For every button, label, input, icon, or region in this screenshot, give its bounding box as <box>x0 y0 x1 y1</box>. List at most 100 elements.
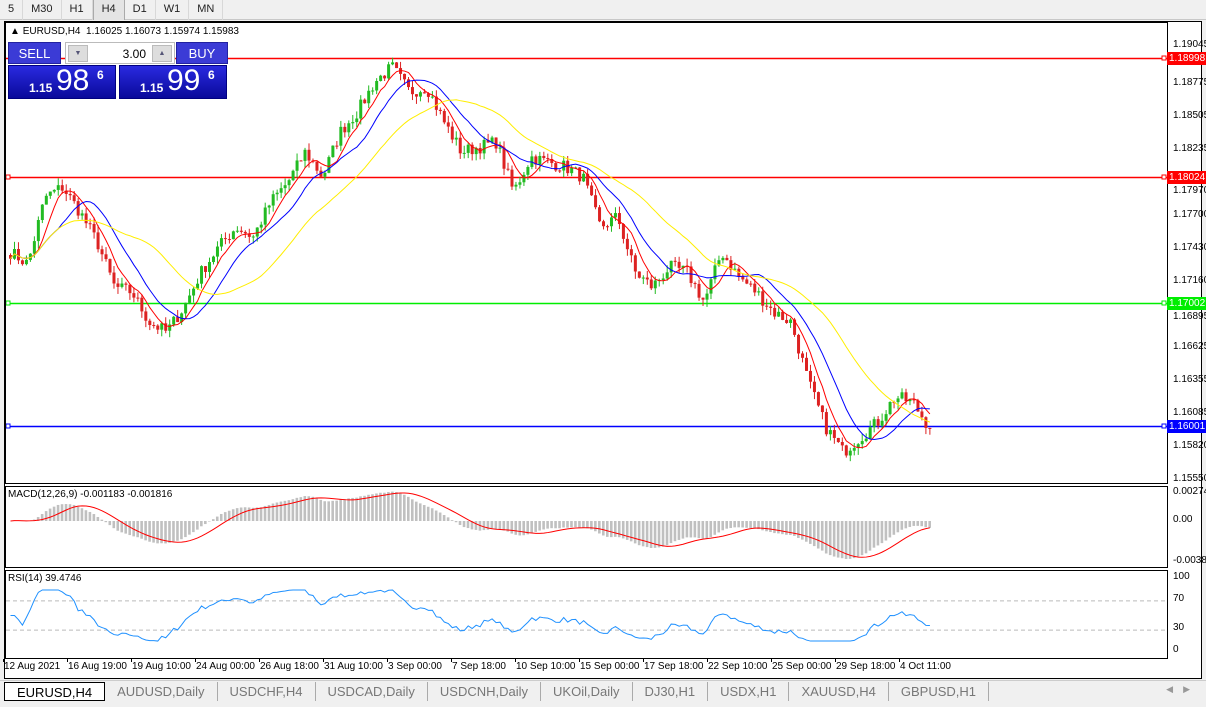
macd-histogram-bar <box>172 521 175 542</box>
chart-window: ▲ EURUSD,H4 1.16025 1.16073 1.15974 1.15… <box>3 21 1206 679</box>
candle-body <box>430 96 434 98</box>
tab-ukoil-daily[interactable]: UKOil,Daily <box>541 682 633 701</box>
candle-body <box>371 90 375 92</box>
macd-histogram-bar <box>868 521 872 551</box>
macd-histogram-bar <box>438 512 442 521</box>
tab-dj30-h1[interactable]: DJ30,H1 <box>633 682 709 701</box>
macd-histogram-bar <box>781 521 784 535</box>
candle-body <box>765 305 769 307</box>
candle-body <box>820 405 824 413</box>
timeframe-h1[interactable]: H1 <box>62 0 93 20</box>
candle-body <box>128 284 132 294</box>
candle-body <box>836 437 840 443</box>
candle-body <box>808 370 812 382</box>
macd-histogram-bar <box>196 521 199 530</box>
sell-button[interactable]: SELL <box>8 42 61 64</box>
candle-body <box>629 249 633 256</box>
timeframe-toolbar: 5 M30 H1 H4 D1 W1 MN <box>0 0 1206 20</box>
macd-histogram-bar <box>76 506 80 521</box>
macd-histogram-bar <box>677 521 681 540</box>
candle-body <box>725 257 729 261</box>
chart-header: ▲ EURUSD,H4 1.16025 1.16073 1.15974 1.15… <box>10 26 239 37</box>
macd-histogram-bar <box>574 521 577 528</box>
macd-histogram-bar <box>808 521 812 544</box>
macd-histogram-bar <box>243 507 247 521</box>
candle-body <box>414 94 418 97</box>
candle-body <box>438 109 442 111</box>
candle-body <box>132 293 136 298</box>
macd-histogram-bar <box>192 521 195 533</box>
timeframe-mn[interactable]: MN <box>189 0 224 20</box>
rsi-pane[interactable]: RSI(14) 39.4746 <box>5 570 1168 659</box>
timeframe-d1[interactable]: D1 <box>125 0 156 20</box>
candle-body <box>140 297 144 312</box>
macd-histogram-bar <box>816 521 820 549</box>
candle-body <box>761 291 765 306</box>
lot-value[interactable]: 3.00 <box>122 47 146 61</box>
macd-histogram-bar <box>291 499 295 521</box>
lot-size-field[interactable]: ▼ 3.00 ▲ <box>65 42 175 64</box>
macd-histogram-bar <box>339 499 342 521</box>
tab-usdcnh-daily[interactable]: USDCNH,Daily <box>428 682 542 701</box>
lot-increase-button[interactable]: ▲ <box>152 45 172 62</box>
timeframe-5[interactable]: 5 <box>0 0 24 20</box>
candle-body <box>407 79 410 88</box>
candle-body <box>144 311 148 321</box>
macd-histogram-bar <box>164 521 167 544</box>
candle-body <box>160 323 164 330</box>
timeframe-m30[interactable]: M30 <box>23 0 62 20</box>
lot-decrease-button[interactable]: ▼ <box>68 45 88 62</box>
price-pane[interactable]: ▲ EURUSD,H4 1.16025 1.16073 1.15974 1.15… <box>5 22 1168 484</box>
candle-body <box>72 195 76 202</box>
tab-scroll-arrows[interactable]: ◀▶ <box>1166 684 1200 694</box>
tab-audusd-daily[interactable]: AUDUSD,Daily <box>105 682 218 701</box>
tab-usdcad-daily[interactable]: USDCAD,Daily <box>316 682 428 701</box>
candle-body <box>578 167 582 182</box>
macd-histogram-bar <box>884 521 888 541</box>
macd-histogram-bar <box>100 519 104 521</box>
time-axis-label: 16 Aug 19:00 <box>68 661 127 672</box>
macd-histogram-bar <box>200 521 203 527</box>
macd-histogram-bar <box>104 521 108 523</box>
timeframe-h4[interactable]: H4 <box>92 0 125 20</box>
candle-body <box>494 137 498 149</box>
macd-histogram-bar <box>761 521 764 531</box>
macd-histogram-bar <box>856 521 860 557</box>
tab-usdchf-h4[interactable]: USDCHF,H4 <box>218 682 316 701</box>
candle-body <box>653 280 657 289</box>
macd-histogram-bar <box>148 521 151 542</box>
candle-body <box>916 400 920 412</box>
candle-body <box>148 320 152 326</box>
rsi-axis-label: 30 <box>1173 622 1185 634</box>
macd-histogram-bar <box>327 501 330 521</box>
macd-histogram-bar <box>255 507 259 521</box>
candle-body <box>673 260 677 262</box>
candle-body <box>860 441 864 445</box>
macd-histogram-bar <box>188 521 191 535</box>
candle-body <box>876 419 880 426</box>
tab-usdx-h1[interactable]: USDX,H1 <box>708 682 790 701</box>
macd-histogram-bar <box>227 510 231 521</box>
macd-histogram-bar <box>426 506 430 521</box>
tab-gbpusd-h1[interactable]: GBPUSD,H1 <box>889 682 989 701</box>
macd-axis-label: -0.00382 <box>1173 555 1206 566</box>
buy-button[interactable]: BUY <box>176 42 228 64</box>
triangle-icon: ▲ <box>10 26 23 37</box>
tab-eurusd-h4[interactable]: EURUSD,H4 <box>4 682 106 701</box>
macd-histogram-bar <box>446 517 450 521</box>
macd-histogram-bar <box>793 521 796 536</box>
sell-price[interactable]: 1.15 98 6 <box>8 64 116 99</box>
time-axis-label: 4 Oct 11:00 <box>900 661 951 672</box>
buy-price[interactable]: 1.15 99 6 <box>119 64 227 99</box>
candle-body <box>92 223 96 233</box>
tab-xauusd-h4[interactable]: XAUUSD,H4 <box>789 682 889 701</box>
macd-histogram-bar <box>88 511 92 521</box>
rsi-axis-label: 100 <box>1173 571 1190 582</box>
macd-pane[interactable]: MACD(12,26,9) -0.001183 -0.001816 <box>5 486 1168 568</box>
timeframe-w1[interactable]: W1 <box>156 0 190 20</box>
time-axis-tick <box>3 659 4 662</box>
candle-body <box>677 261 681 268</box>
macd-histogram-bar <box>649 521 653 548</box>
candle-body <box>335 145 339 147</box>
macd-histogram-bar <box>908 521 912 527</box>
